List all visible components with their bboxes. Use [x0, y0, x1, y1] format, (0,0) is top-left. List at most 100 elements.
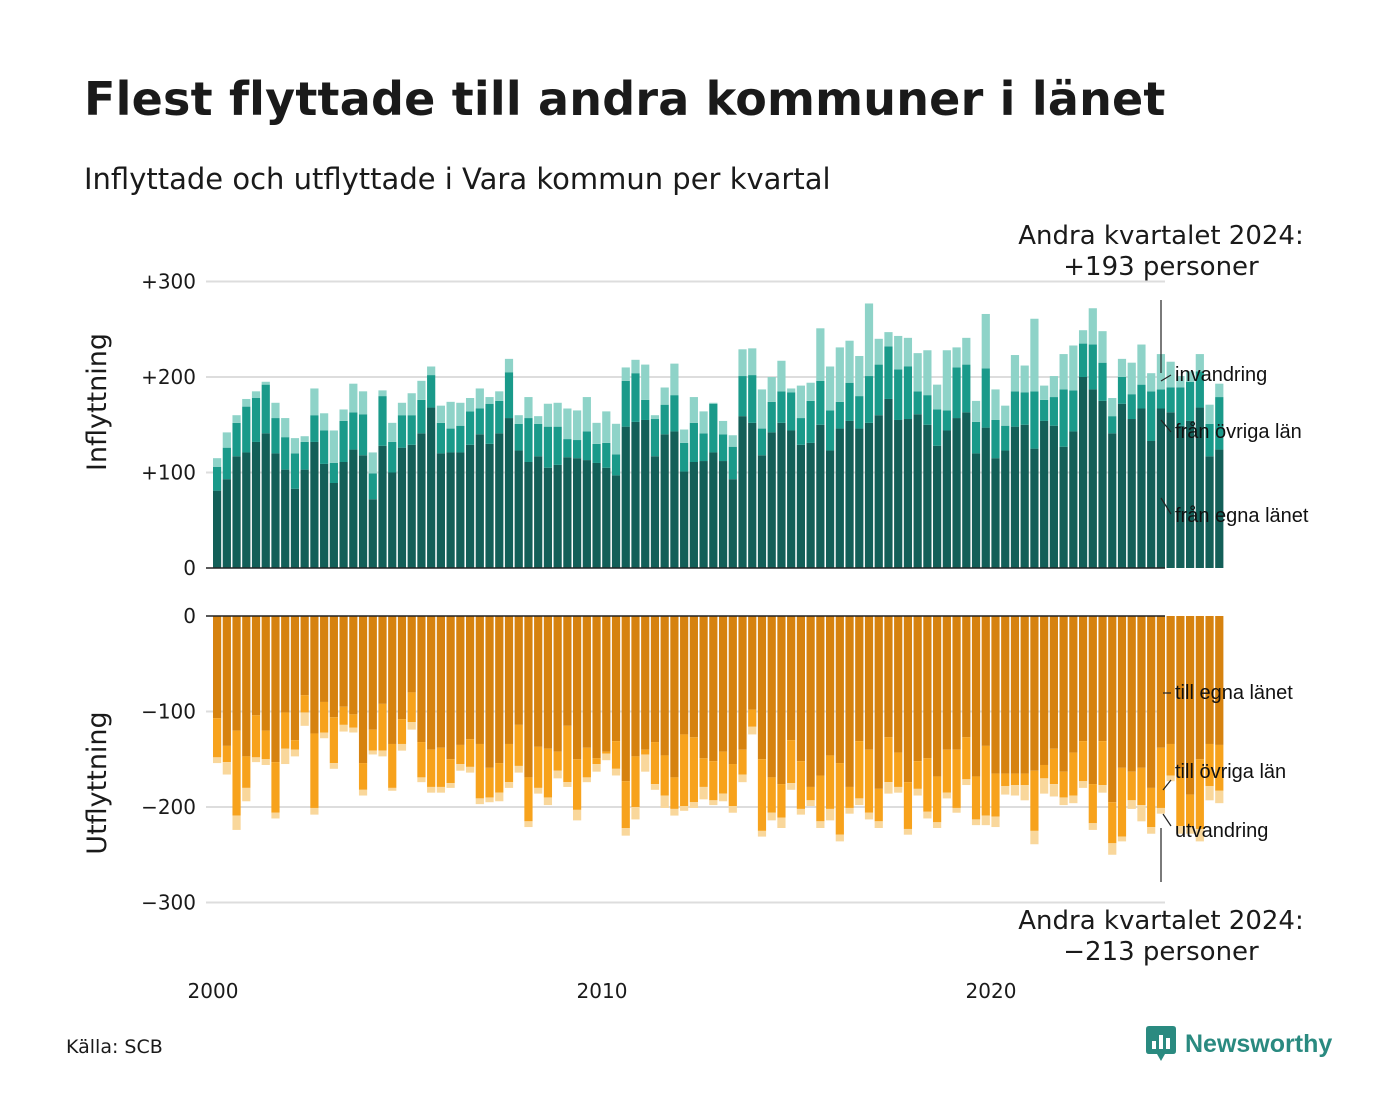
bar-in-egna	[475, 434, 484, 568]
bar-in-invandring	[504, 358, 514, 373]
bar-out-ovriga	[456, 744, 465, 765]
bar-in-egna	[767, 432, 776, 568]
brand-name: Newsworthy	[1185, 1029, 1333, 1058]
bar-out-utvandring	[524, 821, 533, 828]
bar-out-utvandring	[222, 762, 231, 775]
bar-out-ovriga	[573, 759, 582, 810]
bar-out-ovriga	[748, 709, 757, 727]
bar-out-egna	[563, 616, 572, 726]
bar-in-ovriga	[1166, 387, 1175, 413]
bar-in-egna	[933, 445, 942, 568]
bar-out-ovriga	[563, 725, 572, 783]
bar-out-utvandring	[271, 812, 280, 819]
bar-in-egna	[1010, 426, 1020, 568]
bar-in-ovriga	[310, 415, 319, 442]
bar-out-ovriga	[835, 763, 844, 835]
bar-in-egna	[602, 467, 611, 568]
bar-out-utvandring	[903, 828, 913, 835]
bar-out-utvandring	[748, 726, 757, 735]
bar-out-ovriga	[1049, 748, 1058, 785]
bar-in-invandring	[1030, 318, 1039, 392]
bar-out-utvandring	[1001, 785, 1010, 795]
bar-in-egna	[825, 450, 835, 568]
bar-out-utvandring	[290, 749, 300, 757]
bar-in-egna	[436, 453, 445, 568]
annotation-top-line2: +193 personer	[1063, 252, 1259, 282]
bar-in-ovriga	[971, 421, 981, 454]
bar-out-ovriga	[641, 749, 650, 755]
bar-out-utvandring	[1186, 827, 1195, 834]
bar-out-ovriga	[582, 747, 591, 778]
bar-in-egna	[1117, 403, 1127, 568]
bar-in-ovriga	[397, 415, 407, 448]
bar-in-invandring	[835, 347, 844, 402]
bar-out-ovriga	[825, 755, 835, 809]
bar-out-ovriga	[465, 739, 475, 767]
bar-in-ovriga	[845, 382, 854, 421]
xtick: 2020	[966, 979, 1017, 1003]
bar-out-egna	[962, 616, 971, 738]
bar-in-ovriga	[777, 391, 786, 423]
bar-out-utvandring	[816, 821, 825, 829]
bar-in-invandring	[446, 401, 455, 429]
bar-out-ovriga	[300, 695, 309, 713]
bar-in-egna	[855, 428, 864, 568]
bar-in-invandring	[699, 411, 708, 434]
bar-out-egna	[1108, 616, 1117, 803]
bar-out-ovriga	[816, 775, 825, 822]
bar-in-invandring	[534, 416, 543, 424]
bar-out-utvandring	[602, 753, 611, 761]
bar-out-egna	[825, 616, 835, 756]
bar-out-egna	[465, 616, 475, 740]
ytick-bottom: −200	[141, 795, 196, 819]
bar-out-egna	[475, 616, 484, 744]
bar-in-ovriga	[213, 466, 222, 491]
bar-in-egna	[670, 431, 679, 568]
bar-in-egna	[1176, 425, 1185, 568]
annotation-bottom-line2: −213 personer	[1063, 937, 1259, 967]
bar-out-utvandring	[300, 712, 309, 726]
bar-in-ovriga	[874, 364, 883, 416]
bar-out-egna	[650, 616, 660, 743]
bar-out-utvandring	[728, 806, 737, 813]
bar-out-egna	[485, 616, 494, 768]
bar-out-ovriga	[495, 763, 504, 793]
bar-out-ovriga	[242, 756, 251, 788]
bar-in-invandring	[718, 420, 728, 435]
bar-in-invandring	[553, 402, 562, 427]
bar-out-egna	[553, 616, 562, 752]
bar-out-egna	[787, 616, 796, 741]
bar-in-invandring	[855, 355, 864, 397]
bar-out-ovriga	[388, 743, 397, 788]
bar-in-egna	[660, 434, 669, 568]
annotation-top-line1: Andra kvartalet 2024:	[1018, 221, 1303, 251]
bar-out-ovriga	[222, 745, 231, 763]
bar-out-utvandring	[845, 807, 854, 814]
brand-logo[interactable]: Newsworthy	[1146, 1026, 1332, 1062]
bar-in-egna	[835, 428, 844, 568]
bar-out-utvandring	[1195, 828, 1204, 842]
bar-in-ovriga	[670, 395, 679, 432]
bar-in-egna	[942, 430, 951, 568]
bar-in-invandring	[1078, 330, 1088, 344]
bar-in-ovriga	[524, 418, 533, 462]
bar-out-egna	[1166, 616, 1175, 744]
bar-out-utvandring	[680, 806, 689, 811]
bar-out-utvandring	[933, 822, 942, 829]
bar-in-egna	[1195, 407, 1204, 568]
bar-in-ovriga	[894, 369, 903, 420]
bar-in-invandring	[933, 384, 942, 410]
bar-out-utvandring	[1059, 797, 1068, 806]
bar-out-egna	[1040, 616, 1049, 765]
bar-in-invandring	[271, 402, 280, 419]
bar-out-utvandring	[514, 765, 523, 773]
bar-in-invandring	[1020, 365, 1029, 393]
bar-in-egna	[339, 462, 348, 568]
bar-in-egna	[407, 444, 416, 568]
newsworthy-logo-icon	[1146, 1026, 1176, 1061]
annotation-bottom-line1: Andra kvartalet 2024:	[1018, 906, 1303, 936]
bar-out-ovriga	[1137, 767, 1146, 806]
bar-in-ovriga	[806, 400, 815, 443]
bar-out-egna	[777, 616, 786, 785]
bar-out-ovriga	[1127, 771, 1136, 801]
